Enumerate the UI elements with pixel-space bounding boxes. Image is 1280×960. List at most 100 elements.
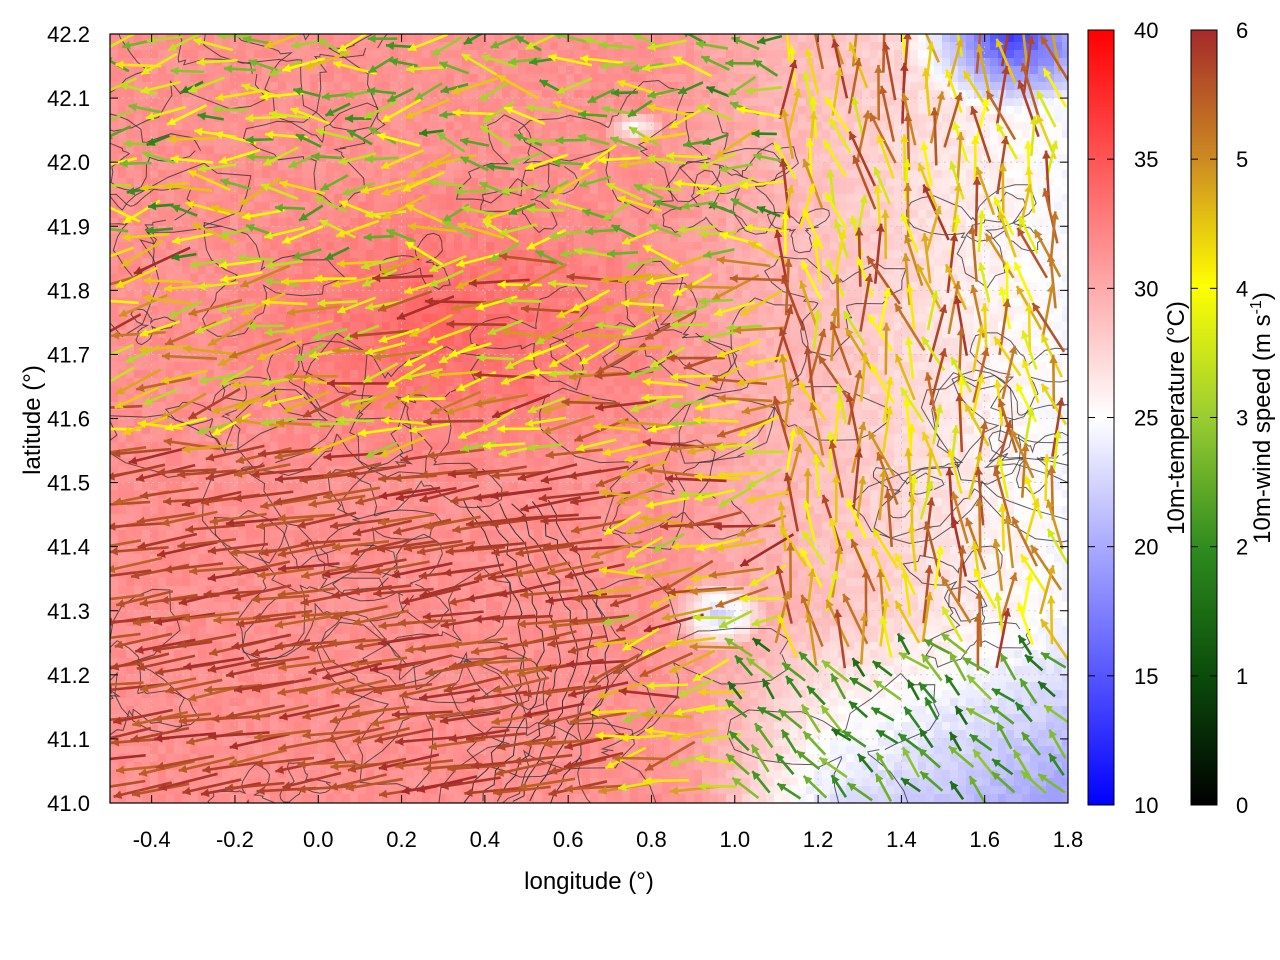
wind-arrow: [1042, 187, 1059, 244]
wind-arrow: [492, 676, 550, 694]
wind-arrow: [904, 336, 915, 380]
wind-arrow: [826, 431, 836, 474]
wind-arrow: [365, 210, 407, 220]
wind-arrow: [672, 304, 708, 319]
wind-arrow: [541, 709, 600, 726]
wind-arrow: [848, 131, 877, 187]
wind-arrow: [870, 706, 895, 722]
x-tick-label: 1.6: [969, 827, 1000, 852]
wind-arrow: [345, 683, 406, 696]
wind-arrow: [473, 563, 533, 582]
wind-arrow: [883, 489, 894, 547]
wind-arrow: [829, 321, 852, 376]
wind-arrow: [407, 222, 457, 233]
wind-arrow: [873, 166, 891, 205]
y-tick-label: 41.2: [47, 663, 90, 688]
wind-arrow: [403, 367, 443, 381]
wind-arrow: [873, 223, 885, 284]
wind-arrow: [854, 227, 864, 287]
wind-arrow: [1037, 773, 1066, 794]
wind-arrow: [274, 640, 335, 651]
wind-arrow: [386, 363, 427, 389]
wind-arrow: [975, 43, 991, 94]
wind-arrow: [443, 675, 503, 694]
wind-arrow: [1022, 34, 1029, 68]
wind-arrow: [1016, 227, 1049, 279]
x-tick-label: 1.4: [886, 827, 917, 852]
x-tick-label: 0.8: [636, 827, 667, 852]
wind-arrow: [699, 152, 737, 170]
wind-arrow: [1047, 465, 1057, 521]
wind-arrow: [1031, 302, 1066, 353]
wind-arrow: [373, 587, 434, 598]
wind-arrow: [114, 386, 159, 409]
x-tick-label: 0.4: [470, 827, 501, 852]
wind-arrow: [644, 740, 696, 772]
wind-arrow: [841, 729, 867, 748]
wind-arrow: [756, 34, 783, 45]
wind-arrow: [739, 594, 782, 604]
wind-arrow: [156, 467, 217, 477]
wind-arrow: [896, 632, 911, 655]
wind-arrow: [924, 205, 942, 255]
wind-arrow: [544, 737, 602, 749]
wind-arrow: [163, 562, 224, 574]
temperature-colorbar: 10 15 20 25 30 35 40 10m-temperature (°C): [1087, 18, 1190, 818]
wind-arrow: [262, 146, 299, 167]
wind-arrow: [894, 600, 921, 644]
wind-arrow: [856, 753, 874, 773]
wind-arrow: [409, 313, 454, 338]
wind-arrow: [379, 252, 428, 275]
wind-arrow: [418, 128, 444, 137]
wind-tick-label: 5: [1236, 147, 1248, 172]
wind-arrow: [142, 387, 178, 406]
wind-arrow: [357, 426, 403, 438]
wind-arrow: [128, 446, 189, 465]
wind-arrow: [294, 342, 327, 363]
wind-arrow: [278, 659, 336, 672]
wind-arrow: [395, 759, 454, 770]
wind-arrow: [261, 376, 300, 387]
wind-arrow: [225, 661, 286, 679]
wind-arrow: [332, 540, 390, 552]
wind-arrow: [725, 58, 755, 68]
wind-arrow: [233, 490, 294, 503]
wind-arrow: [625, 512, 673, 534]
wind-arrow: [753, 152, 786, 163]
wind-arrow: [428, 738, 486, 751]
wind-arrow: [324, 102, 351, 117]
wind-arrow: [110, 313, 142, 333]
wind-arrow: [897, 732, 921, 751]
x-tick-label: -0.2: [216, 827, 254, 852]
wind-arrow: [882, 376, 894, 423]
wind-arrow: [595, 321, 634, 331]
wind-arrow: [377, 633, 440, 647]
wind-arrow: [164, 416, 207, 432]
wind-arrow: [204, 683, 262, 694]
wind-arrow: [342, 181, 376, 196]
wind-arrow: [345, 777, 403, 792]
wind-arrow: [605, 182, 644, 202]
wind-arrow: [297, 784, 357, 794]
wind-arrow: [330, 604, 388, 621]
wind-arrow: [781, 661, 806, 682]
wind-arrow: [694, 488, 736, 502]
wind-arrow: [555, 77, 593, 95]
wind-arrow: [573, 330, 625, 340]
wind-arrow: [408, 422, 451, 434]
wind-arrow: [372, 349, 428, 362]
y-tick-label: 41.7: [47, 342, 90, 367]
wind-arrow: [253, 609, 313, 622]
wind-arrow: [110, 569, 152, 577]
wind-arrow: [803, 345, 816, 405]
wind-arrow: [367, 56, 395, 74]
wind-arrow: [191, 222, 238, 245]
wind-arrow: [498, 252, 557, 264]
wind-arrow: [1046, 528, 1068, 565]
wind-arrow: [606, 249, 639, 258]
wind-arrow: [746, 468, 782, 489]
wind-arrow: [700, 330, 737, 342]
wind-arrow: [1018, 184, 1033, 233]
wind-arrow: [709, 375, 768, 386]
